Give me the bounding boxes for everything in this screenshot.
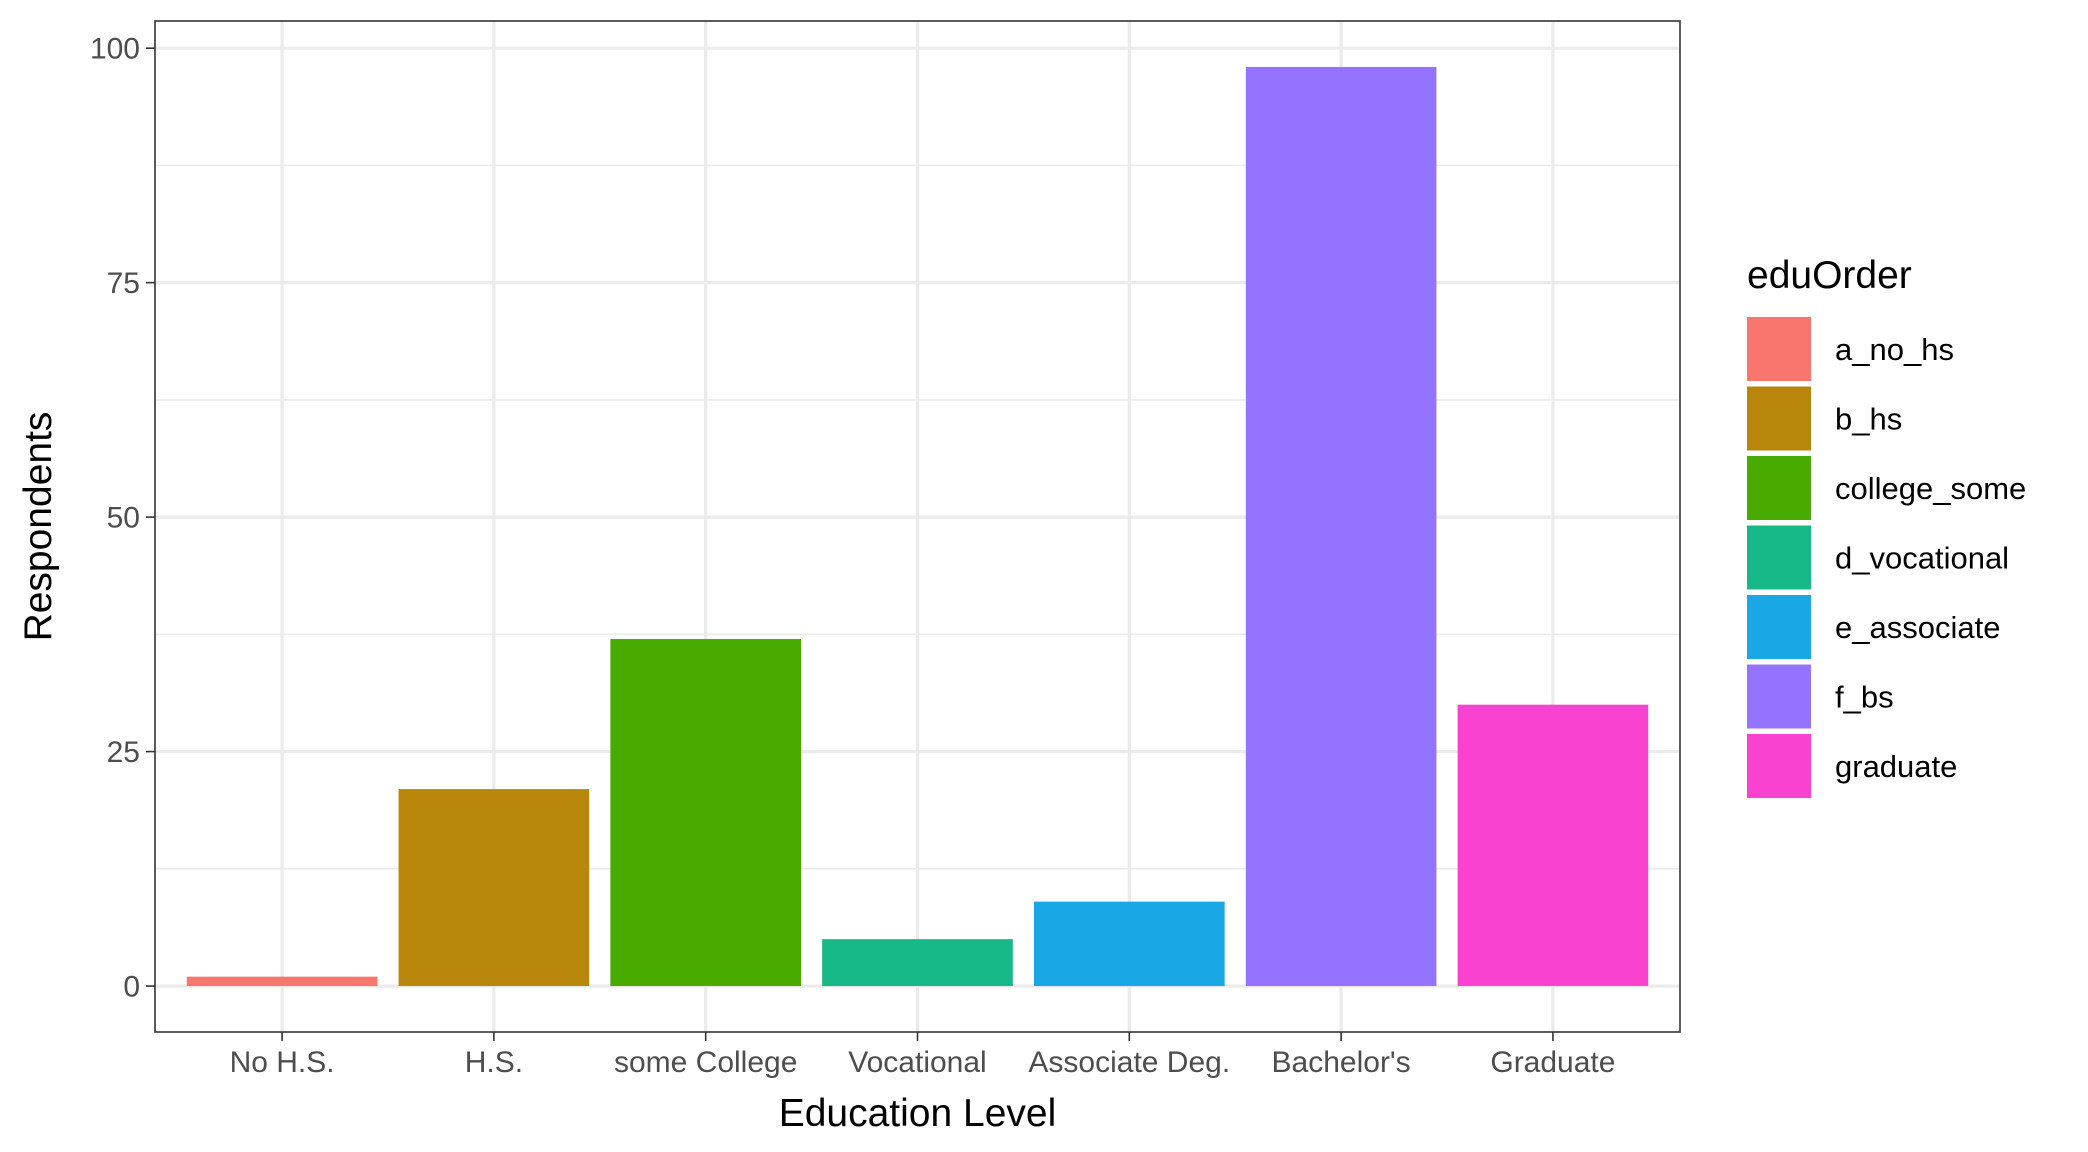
bar-f_bs: [1245, 66, 1437, 987]
y-tick-label: 0: [123, 971, 140, 1004]
legend-key-f_bs: [1747, 664, 1811, 729]
y-tick-label: 50: [107, 502, 140, 535]
legend-label: b_hs: [1835, 402, 1902, 437]
legend-label: d_vocational: [1835, 541, 2009, 576]
legend-key-a_no_hs: [1747, 317, 1811, 381]
bar-a_no_hs: [186, 976, 378, 987]
legend-label: a_no_hs: [1835, 332, 1954, 367]
x-tick-label: some College: [614, 1046, 797, 1079]
x-tick-label: Bachelor's: [1272, 1046, 1411, 1079]
legend-label: e_associate: [1835, 610, 2000, 645]
x-tick-label: Graduate: [1490, 1046, 1615, 1079]
bars: [186, 66, 1649, 987]
y-tick-label: 100: [90, 33, 140, 66]
x-axis: No H.S. H.S. some College Vocational Associa…: [230, 1032, 1615, 1079]
x-tick-label: Vocational: [848, 1046, 986, 1079]
legend-title: eduOrder: [1747, 254, 1912, 297]
y-axis-title: Respondents: [17, 412, 60, 642]
x-tick-label: H.S.: [465, 1046, 523, 1079]
bar-e_associate: [1033, 901, 1225, 987]
legend-key-b_hs: [1747, 386, 1811, 451]
legend-label: graduate: [1835, 749, 1957, 784]
bar-graduate: [1457, 704, 1649, 987]
bar-d_vocational: [822, 939, 1013, 987]
legend-key-graduate: [1747, 734, 1811, 798]
bar-b_hs: [398, 789, 590, 987]
y-axis: 0 25 50 75 100: [90, 33, 155, 1004]
legend-label: f_bs: [1835, 680, 1894, 715]
y-tick-label: 75: [107, 267, 140, 300]
x-tick-label: No H.S.: [230, 1046, 335, 1079]
legend-label: college_some: [1835, 471, 2026, 506]
legend: eduOrder a_no_hs b_hs college_some d_vocati…: [1747, 254, 2026, 798]
legend-key-e_associate: [1747, 595, 1811, 659]
bar-college_some: [610, 639, 802, 987]
x-tick-label: Associate Deg.: [1028, 1046, 1230, 1079]
legend-key-d_vocational: [1747, 525, 1811, 590]
legend-key-college_some: [1747, 456, 1811, 520]
y-tick-label: 25: [107, 736, 140, 769]
x-axis-title: Education Level: [779, 1092, 1057, 1135]
